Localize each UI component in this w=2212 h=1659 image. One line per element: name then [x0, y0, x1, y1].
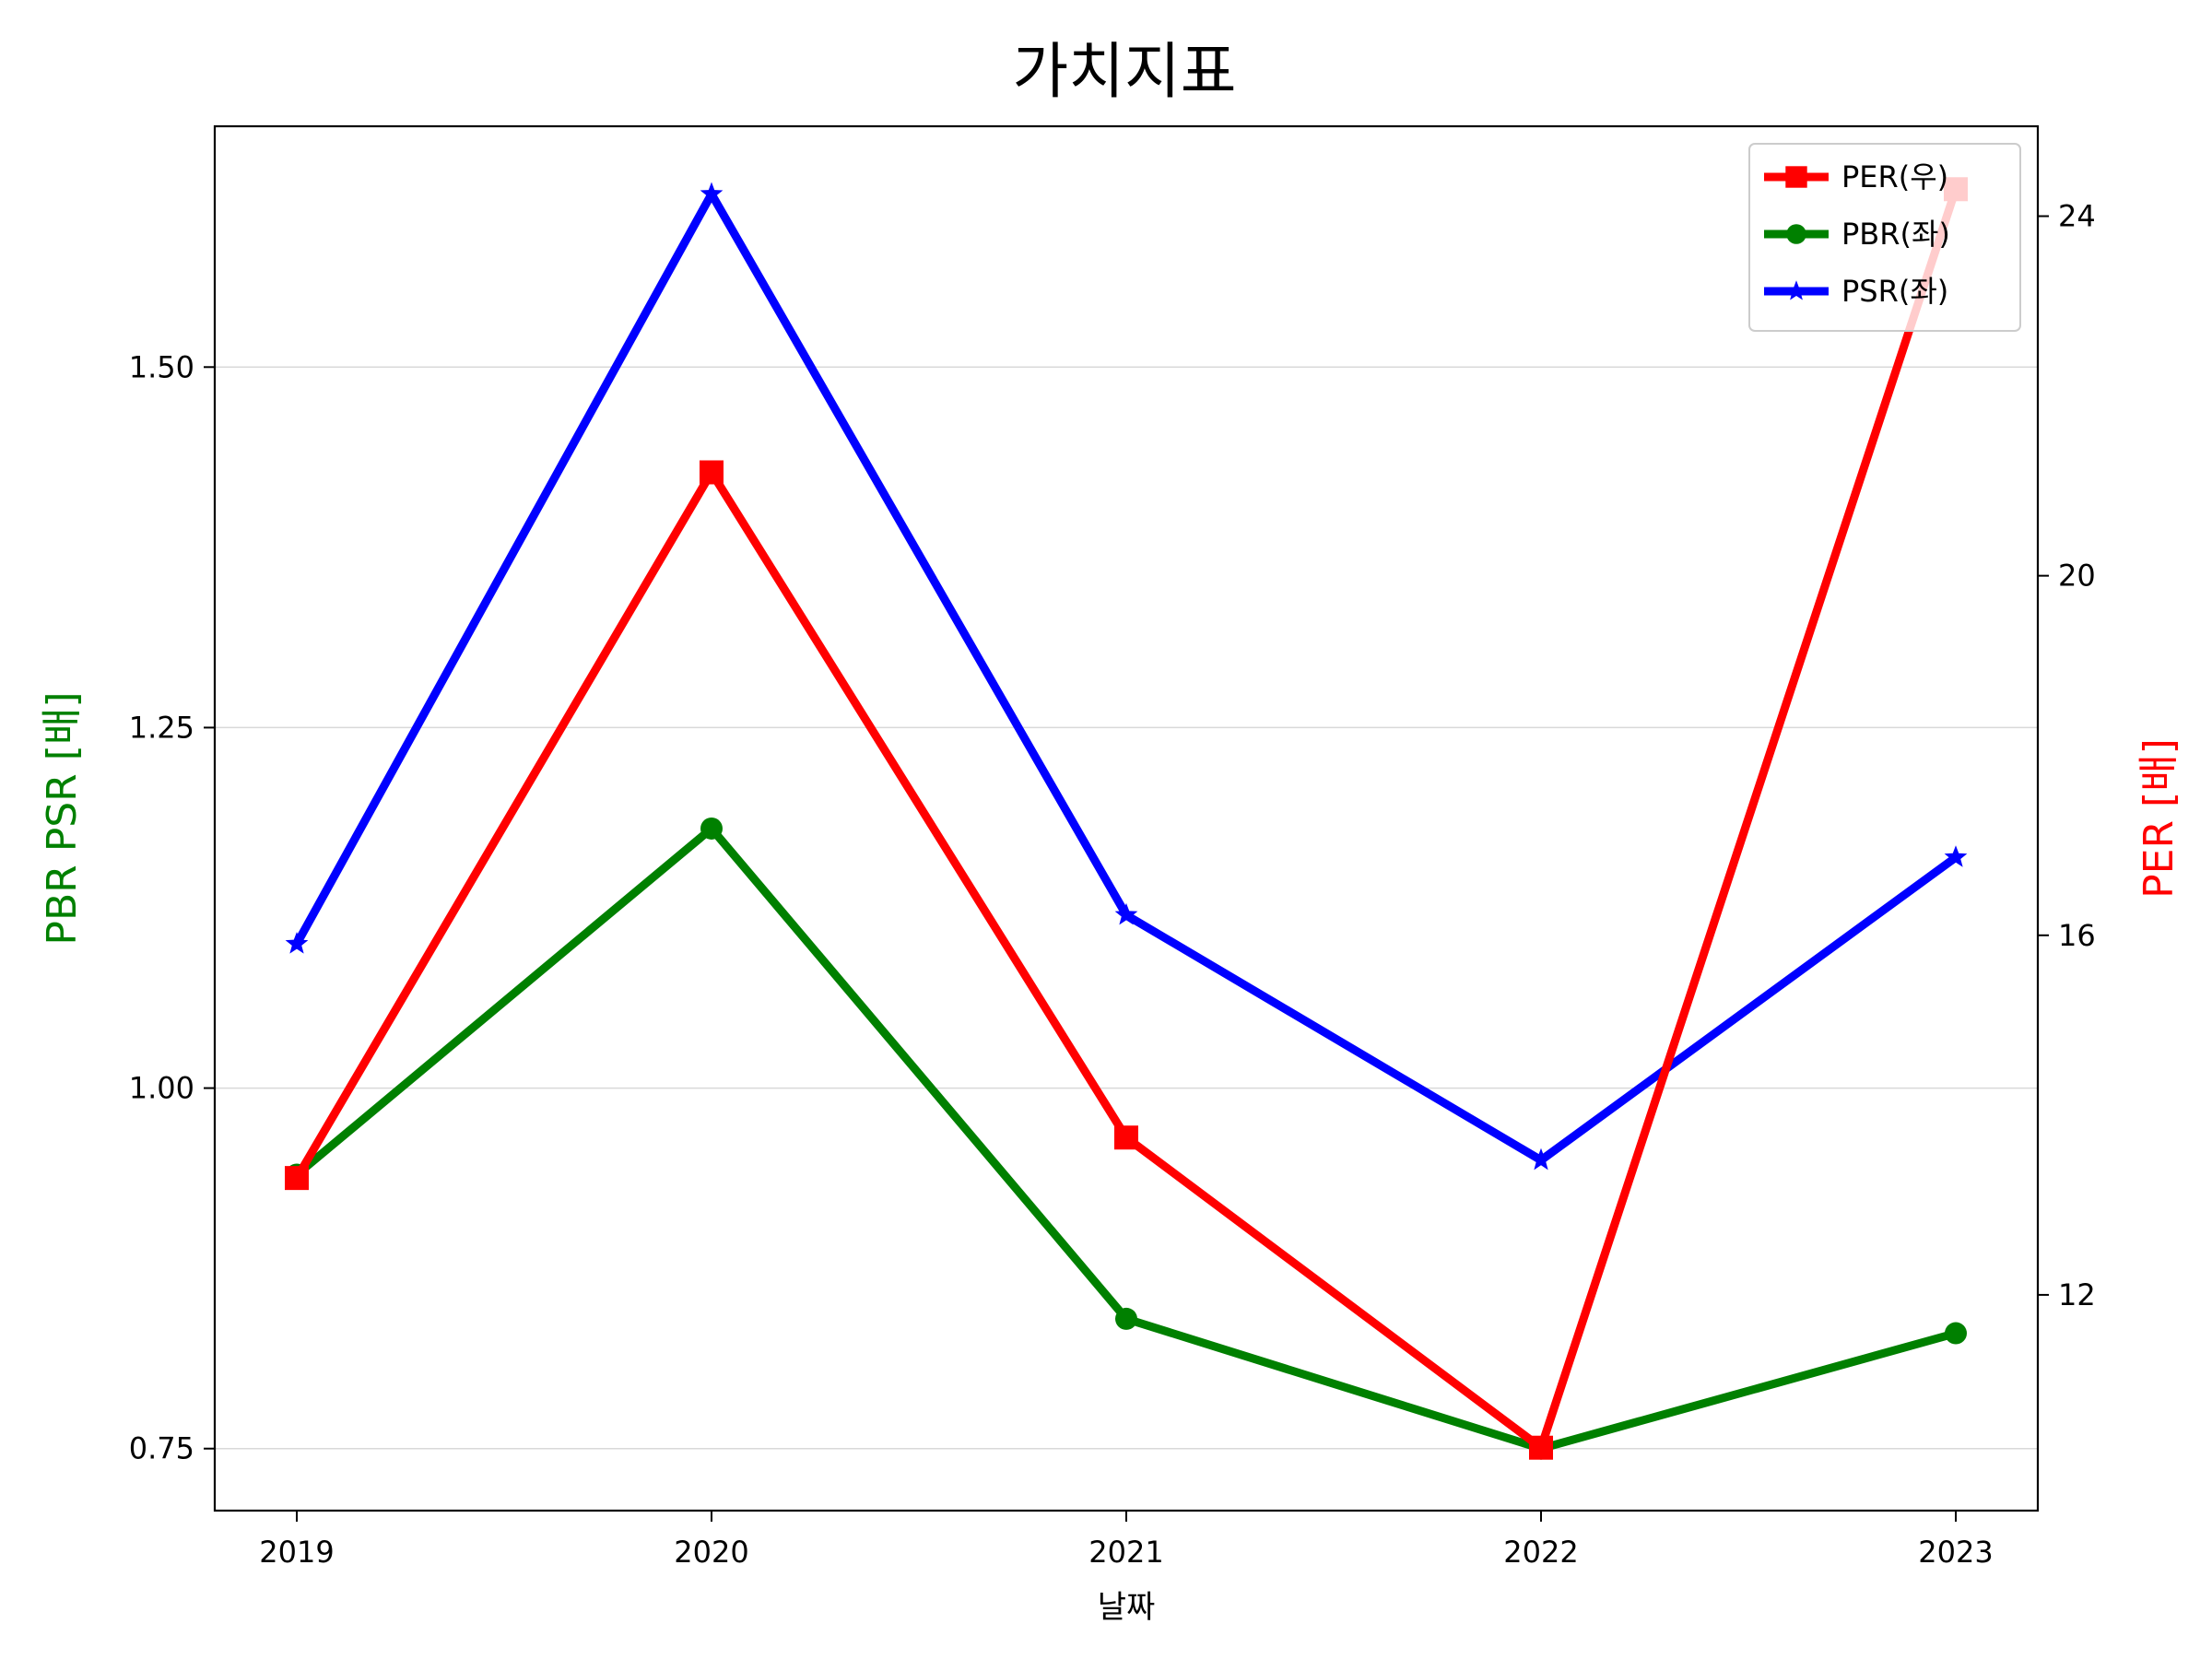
- y-left-tick-label: 1.25: [129, 710, 194, 745]
- data-point: [1529, 1435, 1553, 1460]
- series-0: [285, 177, 1968, 1460]
- y-right-tick-label: 16: [2058, 918, 2096, 953]
- legend-marker: [1786, 224, 1806, 244]
- y-axis-left-label: PBR PSR [배]: [39, 691, 86, 945]
- y-left-tick-label: 1.50: [129, 349, 194, 384]
- x-tick-label: 2023: [1918, 1535, 1993, 1570]
- data-point: [1944, 845, 1968, 867]
- x-axis-label: 날짜: [1098, 1589, 1156, 1626]
- series-layer: [285, 177, 1968, 1460]
- data-point: [1529, 1147, 1553, 1171]
- series-2: [285, 182, 1968, 1171]
- legend-label: PBR(좌): [1841, 217, 1950, 252]
- y-right-tick-label: 20: [2058, 559, 2096, 594]
- data-point: [285, 1166, 309, 1191]
- data-point: [700, 460, 724, 485]
- data-point: [1945, 1322, 1967, 1345]
- data-point: [285, 932, 309, 954]
- y-right-tick-label: 12: [2058, 1277, 2096, 1312]
- data-point: [700, 817, 723, 840]
- x-axis: 2019 2020 2021 2022 2023: [259, 1511, 1994, 1570]
- data-point: [1115, 1307, 1137, 1330]
- y-axis-right-label: PER [배]: [2136, 738, 2183, 899]
- y-left-tick-label: 0.75: [129, 1431, 194, 1466]
- data-point: [1114, 902, 1138, 925]
- legend-marker: [1785, 280, 1807, 300]
- y-axis-left: 0.75 1.00 1.25 1.50: [129, 349, 215, 1466]
- legend-label: PSR(좌): [1841, 274, 1948, 309]
- legend: PER(우) PBR(좌) PSR(좌): [1748, 143, 2021, 332]
- legend-box: [1748, 143, 2021, 332]
- grid-lines: [215, 366, 2038, 1450]
- y-right-tick-label: 24: [2058, 199, 2096, 234]
- chart-title: 가치지표: [1013, 36, 1237, 107]
- x-tick-label: 2021: [1088, 1535, 1163, 1570]
- data-point: [1114, 1125, 1138, 1150]
- x-tick-label: 2022: [1503, 1535, 1578, 1570]
- legend-label: PER(우): [1841, 159, 1948, 194]
- y-left-tick-label: 1.00: [129, 1071, 194, 1106]
- data-point: [700, 182, 724, 205]
- legend-marker: [1785, 166, 1807, 188]
- y-axis-right: 12 16 20 24: [2038, 199, 2096, 1312]
- x-tick-label: 2019: [259, 1535, 334, 1570]
- x-tick-label: 2020: [674, 1535, 748, 1570]
